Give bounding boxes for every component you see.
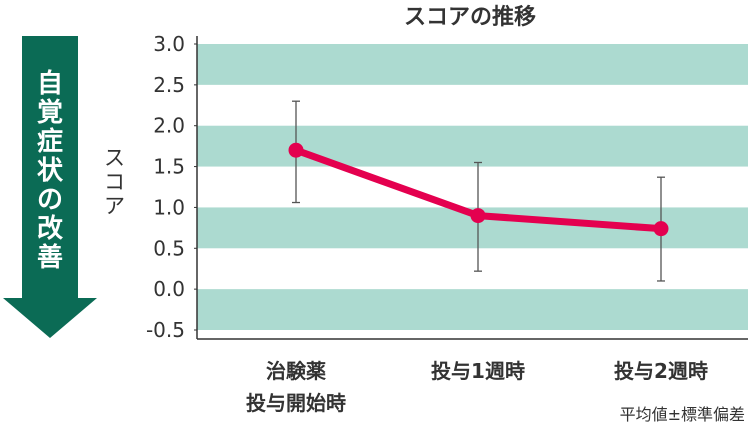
data-point (288, 142, 304, 158)
improvement-arrow: 自覚症状の改善 (3, 36, 97, 338)
y-tick-label: 0.5 (153, 236, 185, 260)
y-tick-label: 2.0 (153, 114, 185, 138)
chart-title: スコアの推移 (404, 4, 536, 30)
data-point (653, 221, 669, 237)
grid-band (197, 125, 748, 167)
x-tick-label: 治験薬 (266, 359, 326, 383)
down-arrow-icon (3, 36, 97, 338)
grid-band (197, 44, 748, 85)
data-point (470, 208, 486, 224)
y-axis-label: スコア (104, 146, 125, 218)
footnote: 平均値±標準偏差 (620, 405, 745, 424)
y-tick-label: -0.5 (146, 318, 185, 342)
x-tick-label: 投与1週時 (431, 359, 525, 383)
y-tick-label: 2.5 (153, 73, 185, 97)
grid-band (197, 289, 748, 330)
y-tick-label: 1.5 (153, 155, 185, 179)
y-tick-label: 3.0 (153, 32, 185, 56)
arrow-label: 自覚症状の改善 (37, 68, 64, 273)
x-tick-label: 投与2週時 (614, 359, 708, 383)
y-tick-label: 0.0 (153, 277, 185, 301)
x-tick-label: 投与開始時 (246, 391, 346, 415)
y-tick-label: 1.0 (153, 195, 185, 219)
